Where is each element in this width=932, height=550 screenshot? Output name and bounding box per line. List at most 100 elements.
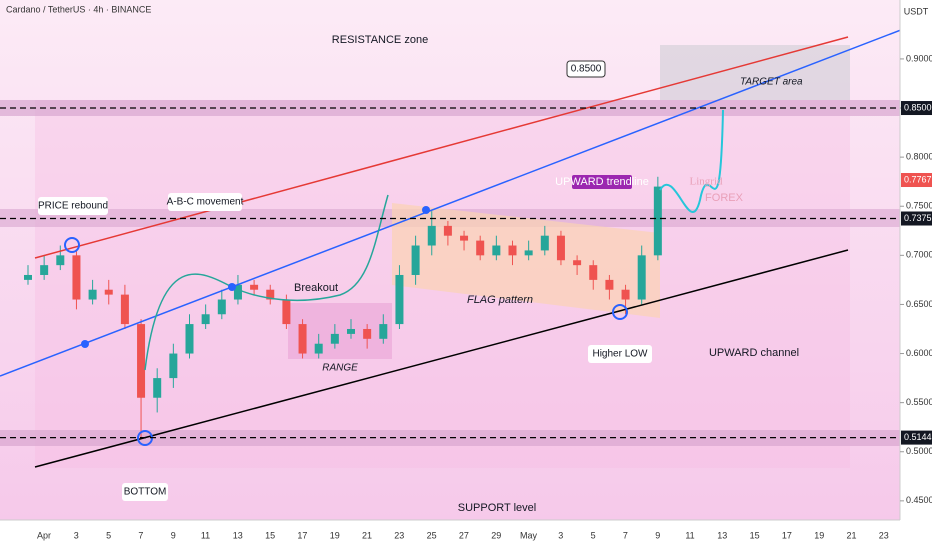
y-tick-label: 0.5000: [906, 446, 932, 456]
price-badge: [901, 430, 932, 445]
candle-body: [298, 324, 307, 354]
annotation: 0.8500: [571, 64, 602, 75]
candle-body: [56, 255, 65, 266]
candle-body: [137, 324, 146, 398]
currency: USDT: [904, 6, 929, 16]
candle-body: [233, 284, 242, 300]
annotation: PRICE rebound: [38, 201, 108, 212]
candle-body: [476, 240, 485, 256]
candle-body: [201, 314, 210, 325]
candle-body: [508, 245, 517, 256]
candle-body: [185, 324, 194, 354]
x-tick-label: Apr: [37, 530, 51, 540]
x-tick-label: 19: [330, 530, 340, 540]
label-box: [168, 193, 242, 211]
y-tick-label: 0.5500: [906, 397, 932, 407]
y-tick-label: 0.7500: [906, 201, 932, 211]
support-line: [34, 249, 849, 468]
candle-body: [443, 225, 452, 236]
candle-body: [153, 378, 162, 398]
candle-body: [104, 289, 113, 295]
candle-body: [395, 274, 404, 325]
label-box: [588, 345, 652, 363]
price-badge: [901, 173, 932, 188]
x-tick-label: 17: [297, 530, 307, 540]
x-tick-label: 21: [846, 530, 856, 540]
x-tick-label: 7: [138, 530, 143, 540]
x-tick-label: 11: [201, 530, 210, 540]
candle-body: [282, 299, 291, 325]
x-tick-label: 21: [362, 530, 372, 540]
candle-body: [169, 353, 178, 379]
annotation: BOTTOM: [124, 487, 167, 498]
candle-body: [460, 235, 469, 241]
price-label: 0.7375: [904, 213, 932, 223]
x-tick-label: 3: [558, 530, 563, 540]
candle-body: [637, 255, 646, 300]
candle-body: [540, 235, 549, 251]
candle-body: [266, 289, 275, 300]
annotation: FLAG pattern: [467, 294, 533, 306]
candle-body: [347, 328, 355, 334]
annotation: Breakout: [294, 282, 338, 294]
candle-body: [88, 289, 97, 300]
y-tick-label: 0.6000: [906, 348, 932, 358]
x-tick-label: 13: [717, 530, 727, 540]
y-tick-label: 0.9000: [906, 53, 932, 63]
label-box: [566, 60, 606, 78]
candle-body: [411, 245, 420, 275]
price-label: 0.5144: [904, 432, 932, 442]
marker-circle: [612, 304, 628, 320]
y-axis: [900, 0, 932, 550]
candle-body: [573, 260, 582, 266]
target-area: [660, 45, 850, 100]
candle-body: [363, 328, 372, 339]
y-tick-label: 0.6500: [906, 299, 932, 309]
marker-circle: [64, 237, 80, 253]
x-tick-label: 5: [591, 530, 596, 540]
price-label: 0.7767: [904, 174, 932, 184]
chart-title: Cardano / TetherUS · 4h · BINANCE: [6, 4, 151, 14]
candle-body: [621, 289, 630, 300]
x-tick-label: 23: [879, 530, 889, 540]
label-box: [38, 197, 108, 215]
annotation: Higher LOW: [592, 349, 648, 360]
brand: Lingrid: [690, 176, 723, 188]
abc-path: [144, 194, 389, 371]
candle-body: [524, 250, 533, 256]
candle-body: [40, 265, 49, 275]
projection-path: [659, 109, 724, 213]
x-tick-label: 19: [814, 530, 824, 540]
label-box: [572, 175, 632, 189]
annotation: SUPPORT level: [458, 502, 536, 514]
x-tick-label: 3: [74, 530, 79, 540]
candle-body: [250, 284, 259, 290]
candle-body: [120, 294, 129, 325]
x-axis: [0, 520, 932, 550]
x-tick-label: May: [520, 530, 538, 540]
x-tick-label: 7: [623, 530, 628, 540]
y-tick-label: 0.7000: [906, 250, 932, 260]
y-tick-label: 0.8000: [906, 152, 932, 162]
x-tick-label: 11: [685, 530, 694, 540]
annotation: UPWARD channel: [709, 347, 799, 359]
x-tick-label: 13: [233, 530, 243, 540]
label-box: [122, 483, 168, 501]
marker-dot: [81, 340, 89, 348]
candle-body: [314, 343, 323, 354]
x-tick-label: 15: [750, 530, 760, 540]
annotation: TARGET area: [740, 77, 803, 88]
candle-body: [556, 235, 565, 261]
x-tick-label: 5: [106, 530, 111, 540]
candle-body: [427, 225, 436, 246]
x-tick-label: 15: [265, 530, 275, 540]
candle-body: [72, 255, 81, 300]
brand-sub: FOREX: [705, 192, 744, 204]
price-label: 0.8500: [904, 102, 932, 112]
x-tick-label: 9: [171, 530, 176, 540]
candle-body: [217, 299, 226, 315]
x-tick-label: 17: [782, 530, 792, 540]
x-tick-label: 29: [491, 530, 501, 540]
candle-body: [605, 279, 614, 290]
